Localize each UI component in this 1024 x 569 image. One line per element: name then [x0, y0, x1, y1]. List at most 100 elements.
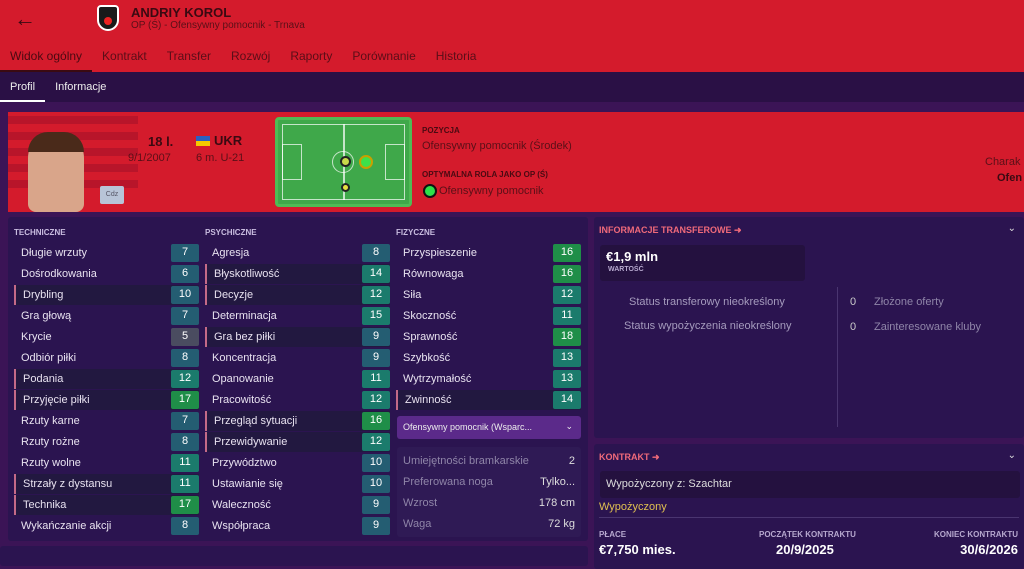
- attribute-name: Agresja: [212, 247, 250, 259]
- role-select[interactable]: Ofensywny pomocnik (Wsparc... ⌄: [397, 416, 581, 439]
- attribute-name: Technika: [23, 499, 67, 511]
- attribute-name: Wykańczanie akcji: [21, 520, 112, 532]
- tab-4[interactable]: Raporty: [290, 49, 333, 63]
- attribute-name: Gra głową: [21, 310, 72, 322]
- attribute-name: Długie wrzuty: [21, 247, 88, 259]
- subtab-1[interactable]: Informacje: [55, 81, 107, 93]
- attribute-value: 17: [171, 496, 199, 514]
- attribute-value: 11: [553, 307, 581, 325]
- attribute-row: Skoczność 11: [396, 306, 581, 326]
- attribute-name: Ustawianie się: [212, 478, 283, 490]
- attributes-panel: TECHNICZNE PSYCHICZNE FIZYCZNE Długie wr…: [8, 217, 588, 541]
- contract-start: 20/9/2025: [776, 542, 834, 557]
- collapse-chevron-icon[interactable]: ⌄: [1007, 223, 1016, 234]
- role-dot-icon: [423, 184, 437, 198]
- ukraine-flag-icon: [196, 136, 210, 146]
- attribute-name: Przyjęcie piłki: [23, 394, 90, 406]
- subtab-0[interactable]: Profil: [0, 72, 46, 102]
- transfer-title[interactable]: INFORMACJE TRANSFEROWE ➜: [599, 225, 742, 236]
- position-value: Ofensywny pomocnik (Środek): [422, 140, 572, 152]
- attribute-value: 11: [362, 370, 390, 388]
- attribute-value: 12: [362, 391, 390, 409]
- player-subtitle: OP (Ś) - Ofensywny pomocnik - Trnava: [131, 20, 305, 31]
- attribute-row: Koncentracja 9: [205, 348, 390, 368]
- info-label: Waga: [403, 518, 432, 530]
- info-row: Umiejętności bramkarskie 2: [403, 455, 575, 467]
- attribute-value: 13: [553, 370, 581, 388]
- attribute-value: 16: [553, 244, 581, 262]
- wage: €7,750 mies.: [599, 542, 676, 557]
- attribute-row: Technika 17: [14, 495, 199, 515]
- info-row: Wzrost 178 cm: [403, 497, 575, 509]
- info-value: 2: [568, 455, 575, 467]
- attribute-value: 9: [362, 349, 390, 367]
- role-select-value: Ofensywny pomocnik (Wsparc...: [403, 422, 533, 432]
- tab-1[interactable]: Kontrakt: [102, 49, 147, 63]
- attribute-row: Przywództwo 10: [205, 453, 390, 473]
- tab-5[interactable]: Porównanie: [352, 49, 416, 63]
- attribute-name: Gra bez piłki: [214, 331, 276, 343]
- contract-end: 30/6/2026: [960, 542, 1018, 557]
- attribute-row: Determinacja 15: [205, 306, 390, 326]
- attribute-name: Przegląd sytuacji: [214, 415, 298, 427]
- attribute-name: Koncentracja: [212, 352, 277, 364]
- attribute-name: Determinacja: [212, 310, 277, 322]
- attribute-name: Przywództwo: [212, 457, 277, 469]
- tab-2[interactable]: Transfer: [166, 49, 211, 63]
- attribute-name: Wytrzymałość: [403, 373, 472, 385]
- transfer-status: Status transferowy nieokreślony: [629, 296, 785, 308]
- attribute-value: 13: [553, 349, 581, 367]
- arrow-right-circle-icon: ➜: [734, 225, 742, 235]
- attribute-row: Długie wrzuty 7: [14, 243, 199, 263]
- main-tabs: Widok ogólny Kontrakt Transfer Rozwój Raport…: [0, 47, 486, 72]
- position-dot: [341, 183, 350, 192]
- info-value: Tylko...: [540, 476, 575, 488]
- tab-0[interactable]: Widok ogólny: [0, 47, 93, 72]
- collapse-chevron-icon[interactable]: ⌄: [1007, 450, 1016, 461]
- attribute-row: Zwinność 14: [396, 390, 581, 410]
- attribute-row: Wytrzymałość 13: [396, 369, 581, 389]
- transfer-panel: INFORMACJE TRANSFEROWE ➜ ⌄ €1,9 mln WART…: [594, 217, 1024, 438]
- attribute-name: Błyskotliwość: [214, 268, 280, 280]
- attribute-row: Krycie 5: [14, 327, 199, 347]
- attribute-name: Sprawność: [403, 331, 458, 343]
- sub-tabs: Profil Informacje: [0, 72, 1024, 102]
- attribute-value: 10: [171, 286, 199, 304]
- offers-label: Złożone oferty: [874, 296, 944, 308]
- character-value: Ofen: [997, 172, 1023, 184]
- attribute-value: 6: [171, 265, 199, 283]
- arrow-right-circle-icon: ➜: [652, 452, 660, 462]
- attribute-value: 17: [171, 391, 199, 409]
- attribute-name: Decyzje: [214, 289, 254, 301]
- attribute-value: 9: [362, 517, 390, 535]
- attribute-name: Rzuty rożne: [21, 436, 80, 448]
- attribute-row: Przewidywanie 12: [205, 432, 390, 452]
- attribute-row: Współpraca 9: [205, 516, 390, 536]
- cdz-badge[interactable]: Cdz: [100, 186, 124, 204]
- info-box: Umiejętności bramkarskie 2 Preferowana nog…: [397, 447, 581, 537]
- attribute-value: 18: [553, 328, 581, 346]
- contract-title-text: KONTRAKT: [599, 452, 650, 462]
- tab-6[interactable]: Historia: [435, 49, 477, 63]
- info-value: 72 kg: [548, 518, 575, 530]
- attribute-value: 8: [171, 517, 199, 535]
- info-label: Wzrost: [403, 497, 438, 509]
- attribute-value: 5: [171, 328, 199, 346]
- attribute-name: Równowaga: [403, 268, 464, 280]
- contract-title[interactable]: KONTRAKT ➜: [599, 452, 660, 463]
- info-label: Preferowana noga: [403, 476, 493, 488]
- player-name: ANDRIY KOROL: [131, 5, 232, 20]
- season-stats-panel: [0, 546, 588, 566]
- attribute-row: Gra bez piłki 9: [205, 327, 390, 347]
- attribute-value: 11: [171, 475, 199, 493]
- back-arrow-icon[interactable]: ←: [14, 6, 36, 31]
- club-crest-icon[interactable]: [97, 5, 119, 31]
- attribute-value: 15: [362, 307, 390, 325]
- loan-from: Wypożyczony z: Szachtar: [600, 471, 1020, 498]
- contract-panel: KONTRAKT ➜ ⌄ Wypożyczony z: Szachtar Wyp…: [594, 444, 1024, 569]
- tab-3[interactable]: Rozwój: [230, 49, 271, 63]
- role-value: Ofensywny pomocnik: [439, 185, 544, 197]
- attribute-row: Błyskotliwość 14: [205, 264, 390, 284]
- attribute-row: Agresja 8: [205, 243, 390, 263]
- attribute-value: 8: [171, 349, 199, 367]
